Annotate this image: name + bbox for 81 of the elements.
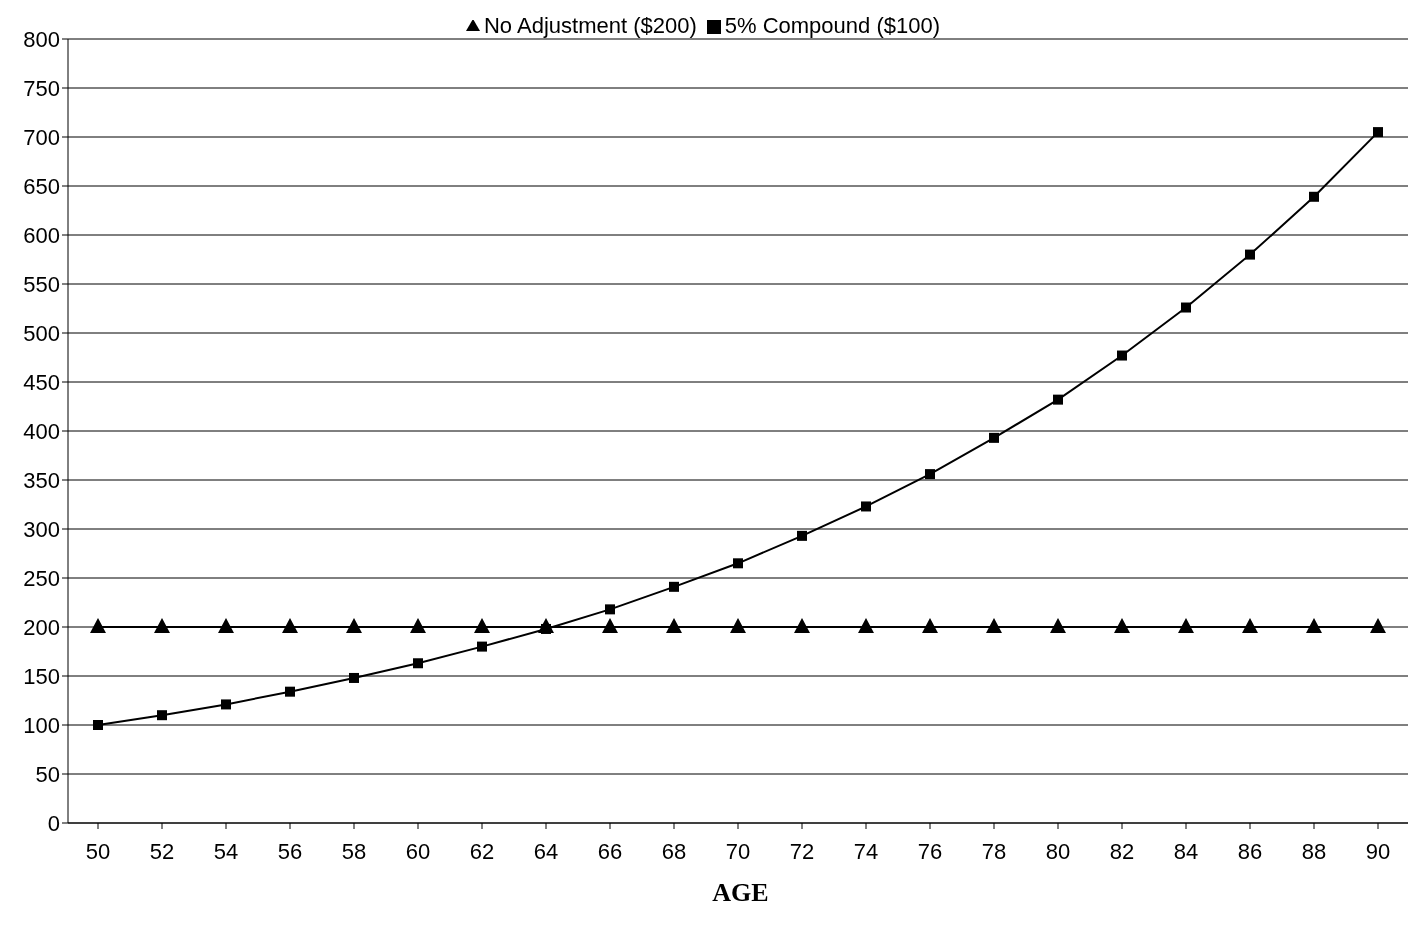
point [861,501,871,512]
point [1245,249,1255,260]
point [1306,618,1322,633]
x-tick-label: 66 [597,838,623,864]
y-tick-label: 800 [23,26,60,52]
x-tick-label: 64 [533,838,559,864]
y-tick-label: 350 [23,467,60,493]
x-tick-label: 80 [1045,838,1071,864]
y-tick-label: 650 [23,173,60,199]
point [410,618,426,633]
x-tick-label: 78 [981,838,1007,864]
point [794,618,810,633]
x-tick-label: 88 [1301,838,1327,864]
legend-label: No Adjustment ($200) [483,13,697,38]
point [218,618,234,633]
point [1370,618,1386,633]
x-tick-label: 84 [1173,838,1199,864]
x-tick-label: 56 [277,838,303,864]
x-tick-label: 90 [1365,838,1391,864]
y-tick-label: 550 [23,271,60,297]
x-tick-label: 68 [661,838,687,864]
point [669,581,679,592]
y-tick-label: 450 [23,369,60,395]
point [1178,618,1194,633]
point [986,618,1002,633]
point [666,618,682,633]
point [925,469,935,480]
x-axis-title: AGE [711,878,770,908]
x-tick-label: 70 [725,838,751,864]
point [605,604,615,615]
y-tick-label: 400 [23,418,60,444]
point [1050,618,1066,633]
point [922,618,938,633]
point [1117,350,1127,361]
x-tick-label: 50 [85,838,111,864]
x-tick-label: 60 [405,838,431,864]
point [1373,127,1383,138]
point [989,432,999,443]
x-tick-label: 72 [789,838,815,864]
y-tick-label: 700 [23,124,60,150]
y-tick-label: 250 [23,565,60,591]
point [349,672,359,683]
y-tick-label: 500 [23,320,60,346]
x-tick-label: 54 [213,838,239,864]
point [477,641,487,652]
point [1114,618,1130,633]
y-tick-label: 300 [23,516,60,542]
point [282,618,298,633]
y-tick-label: 150 [23,663,60,689]
x-tick-label: 58 [341,838,367,864]
point [154,618,170,633]
x-tick-label: 76 [917,838,943,864]
x-tick-label: 82 [1109,838,1135,864]
point [1242,618,1258,633]
point [90,618,106,633]
y-tick-label: 600 [23,222,60,248]
y-tick-label: 50 [35,761,60,787]
x-tick-label: 62 [469,838,495,864]
y-tick-label: 0 [47,810,60,836]
y-tick-label: 750 [23,75,60,101]
point [413,658,423,669]
point [602,618,618,633]
point [221,699,231,710]
point [346,618,362,633]
point [285,686,295,697]
x-tick-label: 86 [1237,838,1263,864]
x-tick-label: 74 [853,838,879,864]
point [1053,394,1063,405]
point [157,710,167,721]
point [93,720,103,730]
point [730,618,746,633]
point [474,618,490,633]
legend-label: 5% Compound ($100) [724,13,941,38]
y-tick-label: 200 [23,614,60,640]
y-tick-label: 100 [23,712,60,738]
x-tick-label: 52 [149,838,175,864]
point [797,530,807,541]
point [1181,302,1191,313]
point [858,618,874,633]
point [1309,191,1319,202]
point [733,558,743,569]
